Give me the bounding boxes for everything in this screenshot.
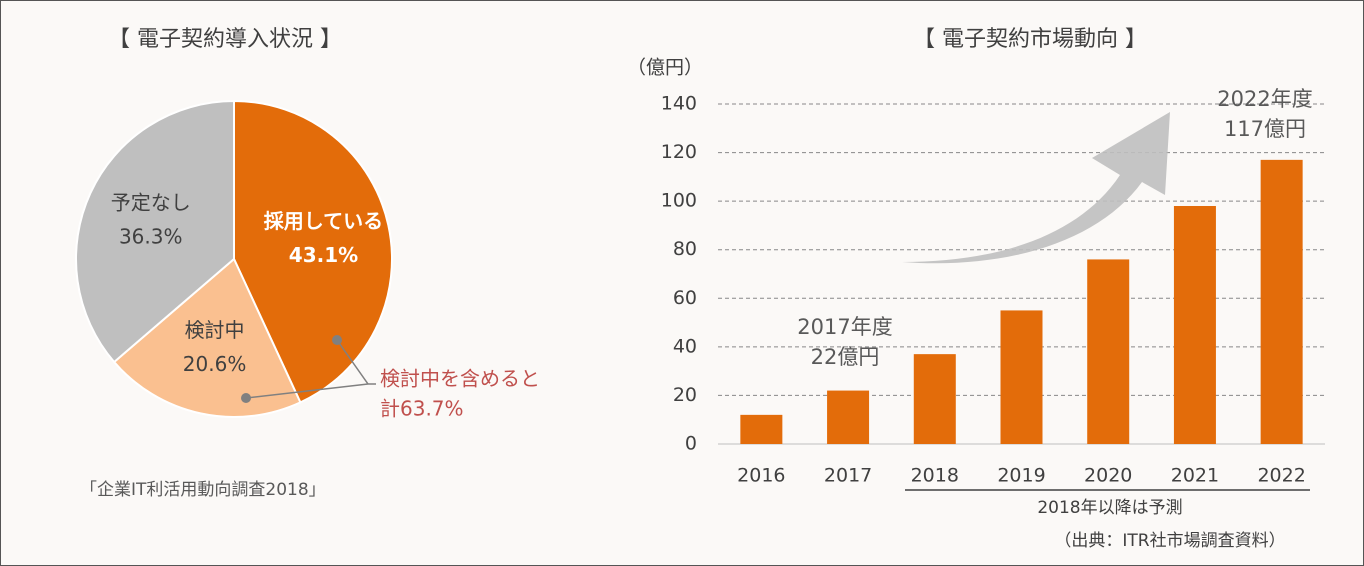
y-tick-label: 80 bbox=[673, 238, 697, 260]
annotation: 22億円 bbox=[811, 345, 880, 369]
x-tick-label: 2019 bbox=[997, 465, 1045, 487]
x-tick-label: 2016 bbox=[737, 465, 785, 487]
y-tick-label: 120 bbox=[661, 141, 697, 163]
x-tick-label: 2020 bbox=[1084, 465, 1132, 487]
annotation: 検討中を含めると bbox=[380, 367, 540, 391]
value-label: 36.3% bbox=[119, 224, 183, 248]
annotation: 2022年度 bbox=[1217, 87, 1312, 111]
y-tick-label: 0 bbox=[685, 433, 697, 455]
bar bbox=[1001, 310, 1043, 444]
page: 【 電子契約導入状況 】 「企業IT利活用動向調査2018」 検討中を含めると … bbox=[0, 0, 1364, 566]
slice-label: 採用している bbox=[264, 209, 383, 233]
y-tick-label: 60 bbox=[673, 287, 697, 309]
value-label: 43.1% bbox=[289, 243, 358, 267]
source: 「企業IT利活用動向調査2018」 bbox=[80, 480, 326, 500]
y-tick-label: 40 bbox=[673, 335, 697, 357]
connector-dot bbox=[332, 335, 342, 345]
y-tick-label: 140 bbox=[661, 93, 697, 115]
bar bbox=[1261, 160, 1303, 444]
connector-dot bbox=[241, 393, 251, 403]
forecast-note: 2018年以降は予測 bbox=[1037, 498, 1182, 518]
x-tick-label: 2022 bbox=[1257, 465, 1305, 487]
x-tick-label: 2017 bbox=[824, 465, 872, 487]
bar bbox=[1174, 206, 1216, 444]
annotation: 117億円 bbox=[1224, 117, 1306, 141]
y-axis-label: （億円） bbox=[627, 57, 703, 79]
y-tick-label: 20 bbox=[673, 384, 697, 406]
chart-title: 【 電子契約市場動向 】 bbox=[913, 27, 1147, 52]
x-tick-label: 2021 bbox=[1171, 465, 1219, 487]
slice-label: 検討中 bbox=[185, 318, 245, 342]
source: （出典：ITR社市場調査資料） bbox=[1054, 531, 1285, 551]
chart: 【 電子契約導入状況 】 「企業IT利活用動向調査2018」 検討中を含めると … bbox=[0, 0, 1364, 566]
slice-label: 予定なし bbox=[111, 190, 191, 214]
bar bbox=[827, 391, 869, 444]
y-tick-label: 100 bbox=[661, 190, 697, 212]
growth-arrow bbox=[902, 112, 1170, 263]
bar bbox=[1087, 259, 1129, 444]
bar bbox=[914, 354, 956, 444]
value-label: 20.6% bbox=[183, 352, 247, 376]
x-tick-label: 2018 bbox=[911, 465, 959, 487]
annotation: 計63.7% bbox=[380, 397, 464, 421]
chart-title: 【 電子契約導入状況 】 bbox=[108, 27, 342, 52]
bar bbox=[740, 415, 782, 444]
annotation: 2017年度 bbox=[797, 315, 892, 339]
